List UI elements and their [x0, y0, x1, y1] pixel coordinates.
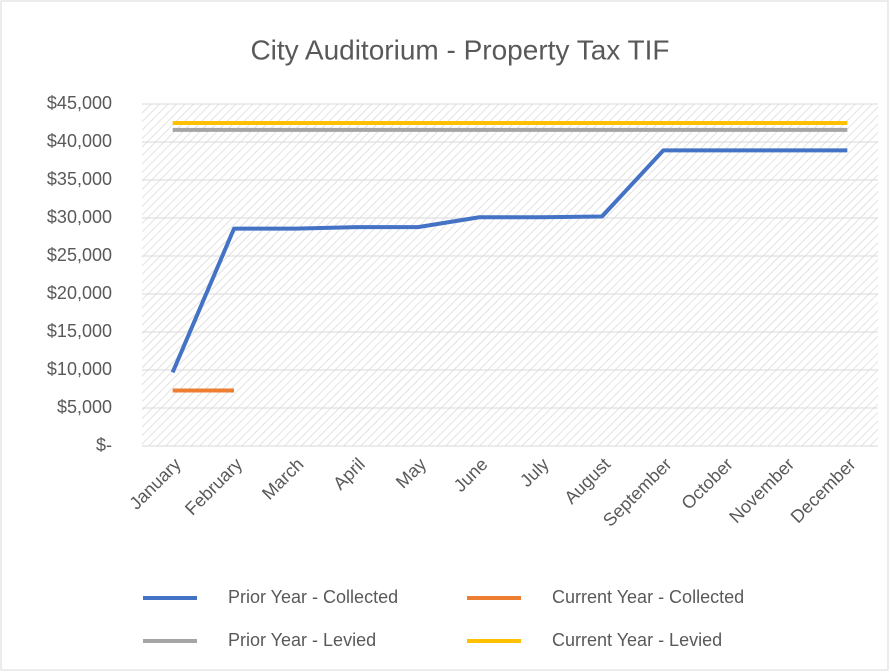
y-tick-label: $-	[96, 435, 112, 455]
y-tick-label: $45,000	[47, 93, 112, 113]
y-tick-label: $15,000	[47, 321, 112, 341]
chart-title: City Auditorium - Property Tax TIF	[250, 34, 669, 65]
legend-label: Prior Year - Levied	[228, 630, 376, 650]
line-series	[170, 148, 848, 374]
y-tick-label: $20,000	[47, 283, 112, 303]
y-tick-label: $35,000	[47, 169, 112, 189]
y-tick-label: $40,000	[47, 131, 112, 151]
y-tick-label: $10,000	[47, 359, 112, 379]
plot-area	[142, 104, 878, 446]
legend-label: Prior Year - Collected	[228, 587, 398, 607]
y-tick-label: $5,000	[57, 397, 112, 417]
legend-label: Current Year - Collected	[552, 587, 744, 607]
y-tick-label: $30,000	[47, 207, 112, 227]
legend-label: Current Year - Levied	[552, 630, 722, 650]
y-tick-label: $25,000	[47, 245, 112, 265]
